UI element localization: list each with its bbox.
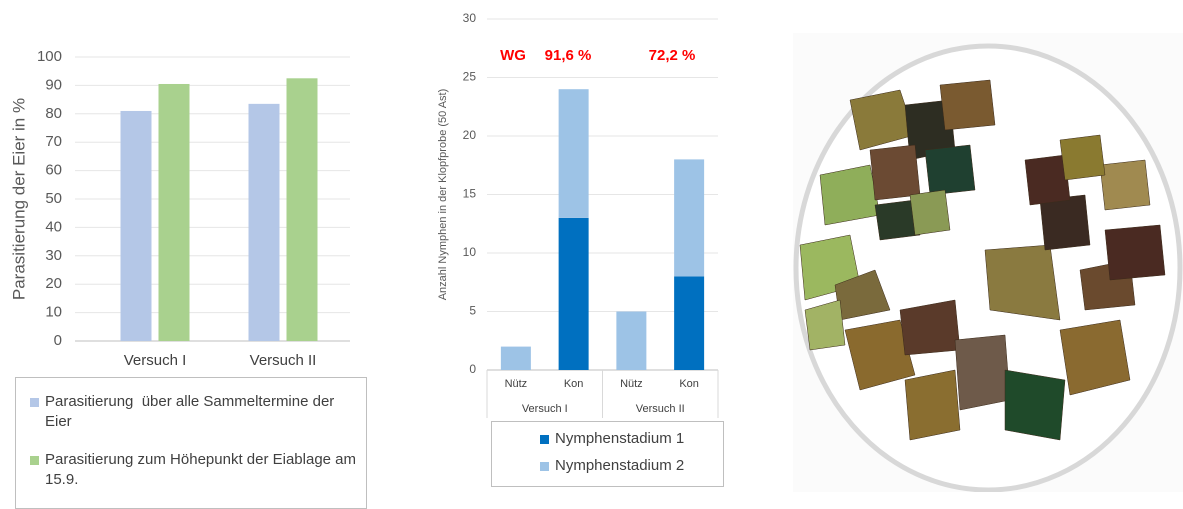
group-label: Versuch I <box>522 403 568 415</box>
y-tick-label: 90 <box>45 76 62 93</box>
legend-label: Parasitierung zum Höhepunkt der Eiablage… <box>45 451 361 488</box>
x-tick-label: Kon <box>564 378 584 390</box>
legend-label: Nymphenstadium 1 <box>555 430 685 447</box>
y-tick-label: 70 <box>45 133 62 150</box>
y-tick-label: 15 <box>463 187 477 201</box>
y-tick-label: 30 <box>45 247 62 264</box>
y-axis-label: Parasitierung der Eier in % <box>9 98 28 300</box>
y-axis-label: Anzahl Nymphen in der Klopfprobe (50 Ast… <box>437 89 449 301</box>
legend-swatch <box>30 456 39 465</box>
bar-segment <box>616 311 647 370</box>
y-tick-label: 20 <box>463 128 477 142</box>
y-tick-label: 40 <box>45 218 62 235</box>
y-tick-label: 30 <box>463 11 477 25</box>
y-tick-label: 0 <box>54 332 62 349</box>
legend-item: Nymphenstadium 2 <box>540 456 710 476</box>
y-tick-label: 0 <box>469 362 476 376</box>
bar <box>158 83 190 341</box>
legend-item: Parasitierung über alle Sammeltermine de… <box>30 392 360 432</box>
legend-label: Parasitierung über alle Sammeltermine de… <box>45 393 339 430</box>
y-tick-label: 100 <box>37 48 62 65</box>
legend-swatch <box>30 398 39 407</box>
annotation: 91,6 % <box>545 47 592 64</box>
x-tick-label: Versuch II <box>250 352 317 369</box>
x-tick-label: Nütz <box>620 378 643 390</box>
y-tick-label: 5 <box>469 304 476 318</box>
page: {"chart_data": [ {"type": "bar", "y_labe… <box>9 11 1183 509</box>
bar <box>120 110 152 342</box>
legend-swatch <box>540 435 549 444</box>
legend-item: Parasitierung zum Höhepunkt der Eiablage… <box>30 450 360 490</box>
bar <box>248 103 280 341</box>
x-tick-label: Versuch I <box>124 352 187 369</box>
y-tick-label: 10 <box>45 304 62 321</box>
bar <box>286 78 318 342</box>
legend-swatch <box>540 462 549 471</box>
bar-segment <box>674 276 705 370</box>
y-tick-label: 25 <box>463 70 477 84</box>
y-tick-label: 50 <box>45 190 62 207</box>
group-label: Versuch II <box>636 403 685 415</box>
legend-label: Nymphenstadium 2 <box>555 457 685 474</box>
photo <box>793 33 1183 492</box>
y-tick-label: 80 <box>45 105 62 122</box>
y-tick-label: 20 <box>45 275 62 292</box>
legend-item: Nymphenstadium 1 <box>540 429 710 449</box>
y-tick-label: 10 <box>463 245 477 259</box>
bar-segment <box>558 217 589 370</box>
legend-box <box>491 421 724 487</box>
x-tick-label: Nütz <box>505 378 528 390</box>
y-tick-label: 60 <box>45 162 62 179</box>
bar-segment <box>674 159 705 277</box>
x-tick-label: Kon <box>679 378 699 390</box>
annotation: 72,2 % <box>649 47 696 64</box>
annotation: WG <box>500 47 526 64</box>
bar-segment <box>500 346 531 370</box>
bar-segment <box>558 89 589 218</box>
